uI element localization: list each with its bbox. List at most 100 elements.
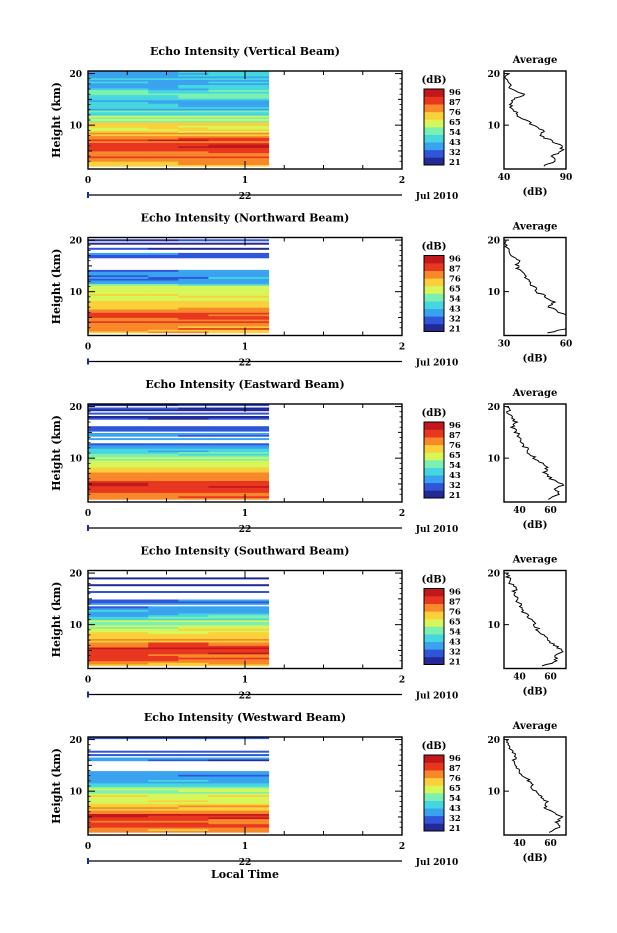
heatmap-cell <box>178 94 270 97</box>
heatmap-cell <box>178 664 270 667</box>
y-tick-label: 20 <box>69 403 82 413</box>
heatmap-cell <box>88 771 179 774</box>
heatmap-cell <box>148 657 209 660</box>
heatmap-cell <box>178 429 270 432</box>
heatmap-cell <box>88 404 179 407</box>
x-tick-label: 2 <box>399 676 405 686</box>
heatmap-cell <box>88 163 179 165</box>
heatmap-cell <box>88 830 269 833</box>
panel-title: Echo Intensity (Vertical Beam) <box>150 45 340 58</box>
colorbar-tick-label: 32 <box>449 814 461 824</box>
heatmap-cell <box>88 271 269 274</box>
panel-2: Echo Intensity (Northward Beam)1020Heigh… <box>50 212 572 369</box>
heatmap-cell <box>178 621 270 624</box>
heatmap-cell <box>88 106 269 109</box>
heatmap-cell <box>148 144 209 147</box>
heatmap-cell <box>148 475 209 478</box>
heatmap-cell <box>148 642 209 645</box>
heatmap-cell <box>88 781 179 784</box>
heatmap-cell <box>148 650 209 653</box>
heatmap-cell <box>88 489 269 492</box>
panel-title: Echo Intensity (Southward Beam) <box>141 545 350 558</box>
heatmap-cell <box>148 606 209 609</box>
heatmap-cell <box>208 88 270 91</box>
heatmap-cell <box>208 118 270 121</box>
heatmap-cell <box>88 759 149 762</box>
heatmap-cell <box>148 118 209 121</box>
heatmap-cell <box>88 412 269 415</box>
heatmap-cell <box>148 409 209 412</box>
heatmap-cell <box>88 827 269 830</box>
heatmap-cell <box>178 164 270 167</box>
heatmap-cell <box>178 302 270 305</box>
heatmap-cell <box>88 86 179 89</box>
average-x-tick-label: 60 <box>544 506 557 516</box>
heatmap-cell <box>88 810 179 813</box>
heatmap-cell <box>88 146 179 148</box>
heatmap-cell <box>88 473 269 476</box>
heatmap-cell <box>148 818 209 821</box>
heatmap-cell <box>178 451 270 454</box>
colorbar-swatch <box>424 475 444 484</box>
heatmap-cell <box>88 77 269 80</box>
colorbar-tick-label: 96 <box>449 255 461 265</box>
heatmap-cell <box>88 451 179 454</box>
heatmap-cell <box>88 648 269 651</box>
heatmap-cell <box>88 472 269 475</box>
average-profile-line <box>504 572 564 667</box>
heatmap-cell <box>148 450 209 453</box>
heatmap-cell <box>148 72 209 75</box>
heatmap-cell <box>148 101 209 104</box>
colorbar-swatch <box>424 301 444 309</box>
heatmap-cell <box>88 465 269 468</box>
y-tick-label: 20 <box>69 70 82 80</box>
average-y-tick-label: 20 <box>487 570 500 580</box>
heatmap-cell <box>88 820 269 823</box>
date-label: Jul 2010 <box>415 192 458 202</box>
x-tick-label: 2 <box>399 343 405 353</box>
heatmap-cell <box>88 829 149 831</box>
heatmap-cell <box>88 450 149 453</box>
heatmap-cell <box>148 631 209 634</box>
heatmap-cell <box>208 247 270 250</box>
heatmap-cell <box>88 434 179 437</box>
heatmap-cell <box>88 129 179 131</box>
heatmap-cell <box>208 484 270 487</box>
heatmap-cell <box>88 416 269 418</box>
heatmap-cell <box>148 817 209 820</box>
heatmap-cell <box>178 295 270 298</box>
heatmap-cell <box>208 650 270 653</box>
heatmap-cell <box>88 84 179 87</box>
average-y-tick-label: 10 <box>487 455 500 465</box>
colorbar-tick-label: 65 <box>449 618 461 628</box>
heatmap-cell <box>88 132 149 135</box>
heatmap-cell <box>208 645 270 648</box>
heatmap-cell <box>88 298 269 301</box>
heatmap-cell <box>208 292 270 295</box>
colorbar-tick-label: 21 <box>449 658 461 668</box>
heatmap-cell <box>208 72 270 75</box>
x-tick-label: 1 <box>242 676 248 686</box>
colorbar-swatch <box>424 263 444 271</box>
heatmap-cell <box>88 482 149 485</box>
heatmap-cell <box>88 276 149 279</box>
heatmap-cell <box>88 112 269 114</box>
heatmap-cell <box>88 642 149 645</box>
colorbar-tick-label: 96 <box>449 588 461 598</box>
heatmap-cell <box>178 293 270 296</box>
heatmap-cell <box>208 276 270 279</box>
heatmap-cell <box>88 643 149 646</box>
x-tick-label: 0 <box>85 343 91 353</box>
colorbar-unit: (dB) <box>422 575 447 586</box>
heatmap-cell <box>88 456 269 459</box>
average-y-tick-label: 10 <box>487 621 500 631</box>
heatmap-cell <box>208 614 270 617</box>
colorbar-tick-label: 21 <box>449 158 461 168</box>
colorbar-swatch <box>424 815 444 824</box>
y-axis-label: Height (km) <box>50 415 63 491</box>
heatmap-cell <box>88 463 269 466</box>
heatmap-cell <box>178 781 270 784</box>
colorbar-tick-label: 32 <box>449 148 461 158</box>
heatmap-cell <box>178 626 270 629</box>
colorbar-swatch <box>424 278 444 287</box>
